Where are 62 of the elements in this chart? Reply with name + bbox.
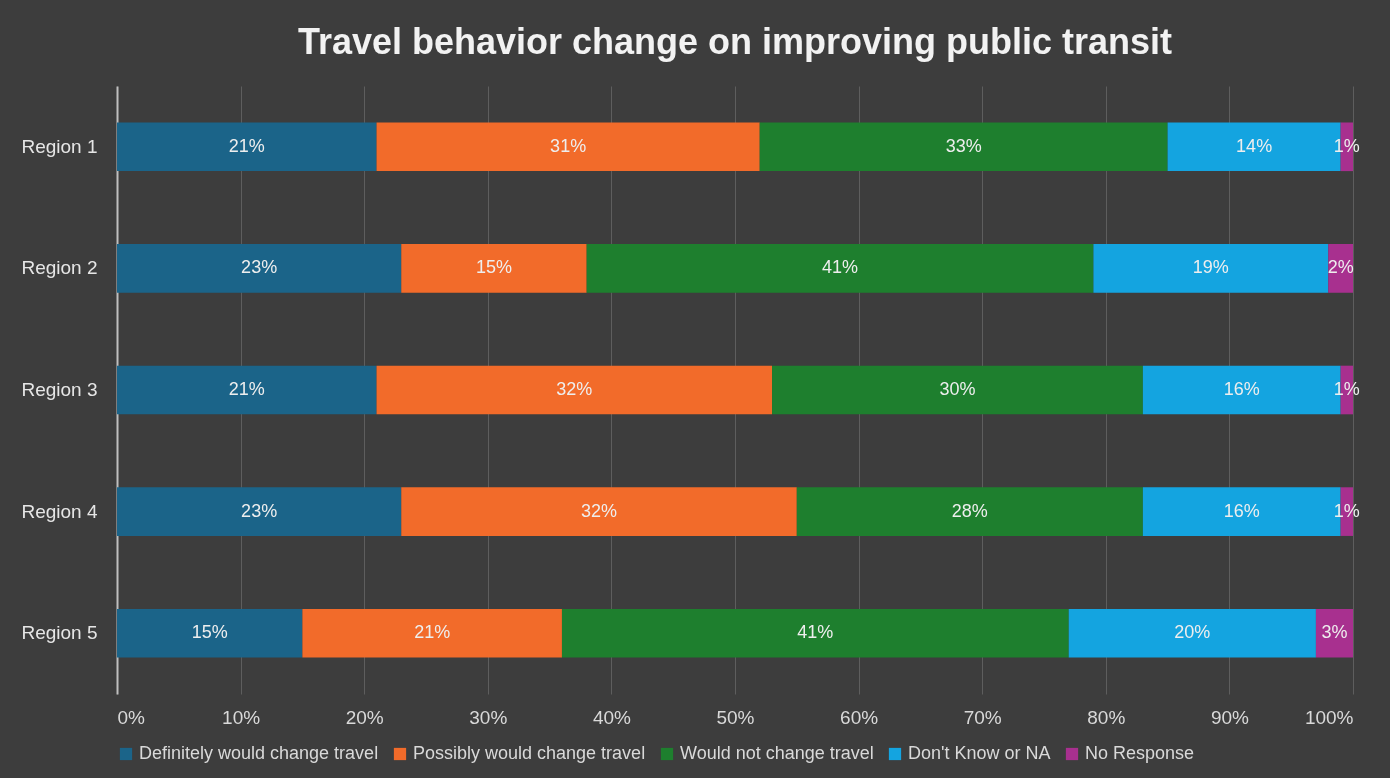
x-tick-label: 70%	[963, 706, 1002, 728]
y-tick-label: Region 3	[21, 379, 98, 400]
bar	[117, 122, 377, 172]
bar	[376, 122, 760, 172]
bar	[772, 365, 1143, 415]
x-tick-label: 40%	[592, 706, 632, 728]
x-tick-label: 50%	[716, 706, 755, 728]
x-tick-label: 100%	[1304, 706, 1354, 728]
data-label: 23%	[241, 500, 278, 521]
bar	[401, 487, 797, 536]
x-tick-label: 90%	[1210, 706, 1250, 728]
bar	[117, 608, 303, 658]
data-label: 21%	[228, 379, 265, 399]
data-label: 14%	[1236, 135, 1273, 156]
y-tick-label: Region 1	[21, 135, 98, 157]
data-label: 21%	[414, 622, 451, 643]
y-tick-label: Region 4	[21, 500, 98, 522]
bar	[586, 244, 1094, 293]
bar	[796, 487, 1143, 536]
data-label: 33%	[945, 135, 982, 156]
x-tick-label: 60%	[840, 706, 879, 728]
data-label: 23%	[241, 257, 278, 278]
x-tick-label: 20%	[345, 706, 384, 728]
data-label: 31%	[550, 135, 587, 156]
data-label: 32%	[556, 379, 593, 399]
data-label: 15%	[191, 622, 228, 643]
bar	[117, 487, 402, 536]
bar	[117, 244, 402, 293]
legend-label: Definitely would change travel	[139, 743, 379, 763]
y-tick-label: Region 5	[21, 622, 98, 644]
data-label: 41%	[822, 257, 859, 278]
x-tick-label: 0%	[117, 706, 146, 728]
legend-label: No Response	[1085, 743, 1195, 763]
data-label: 19%	[1192, 257, 1229, 278]
bar	[759, 122, 1168, 172]
data-label: 20%	[1174, 622, 1211, 643]
chart-title: Travel behavior change on improving public transit	[297, 21, 1173, 62]
data-label: 3%	[1321, 622, 1348, 643]
legend-label: Would not change travel	[680, 743, 874, 763]
data-label: 28%	[951, 500, 988, 521]
bar	[302, 608, 562, 658]
data-label: 30%	[939, 379, 976, 399]
data-label: 32%	[581, 500, 618, 521]
data-label: 15%	[475, 257, 512, 278]
bar	[117, 365, 377, 415]
bar	[376, 365, 773, 415]
bar	[401, 244, 587, 293]
y-tick-label: Region 2	[21, 257, 98, 279]
x-tick-label: 80%	[1087, 706, 1126, 728]
legend-label: Don't Know or NA	[908, 743, 1051, 763]
data-label: 2%	[1327, 257, 1354, 278]
data-label: 16%	[1223, 379, 1260, 399]
legend-label: Possibly would change travel	[413, 743, 646, 763]
data-label: 16%	[1223, 500, 1260, 521]
data-label: 21%	[228, 135, 265, 156]
x-tick-label: 10%	[222, 706, 261, 728]
bar	[1093, 244, 1329, 293]
bar	[561, 608, 1069, 658]
data-label: 41%	[797, 622, 834, 643]
bar	[1315, 608, 1353, 658]
x-tick-label: 30%	[469, 706, 508, 728]
bar	[1068, 608, 1316, 658]
